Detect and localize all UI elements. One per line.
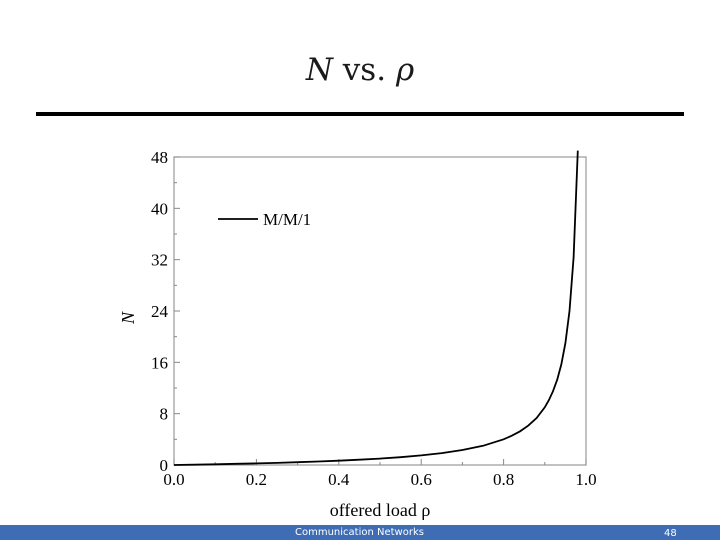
x-tick-label: 0.4 xyxy=(328,470,350,489)
legend-label-mm1: M/M/1 xyxy=(263,210,311,229)
x-axis-label: offered load ρ xyxy=(330,500,431,520)
y-tick-label: 40 xyxy=(151,199,168,218)
plot-frame xyxy=(173,156,587,466)
x-tick-label: 0.6 xyxy=(411,470,432,489)
y-tick-label: 32 xyxy=(151,251,168,270)
y-axis-label: N xyxy=(118,311,138,325)
footer-course-title: Communication Networks xyxy=(295,527,424,538)
slide-title: N vs. ρ xyxy=(0,50,720,90)
y-tick-label: 0 xyxy=(160,456,169,475)
page-number: 48 xyxy=(664,528,677,539)
y-tick-label: 48 xyxy=(151,148,168,167)
series-line-mm1 xyxy=(173,150,579,466)
title-vs: vs. xyxy=(342,52,387,88)
chart: 0.0 0.2 0.4 0.6 0.8 1.0 0 8 16 24 32 40 48 M/M/1 of… xyxy=(118,148,597,520)
x-tick-label: 0.0 xyxy=(163,470,184,489)
x-tick-label: 0.2 xyxy=(246,470,267,489)
y-tick-label: 8 xyxy=(160,405,169,424)
title-symbol-rho: ρ xyxy=(395,52,415,88)
y-tick-label: 16 xyxy=(151,353,168,372)
x-tick-label: 0.8 xyxy=(493,470,514,489)
y-tick-label: 24 xyxy=(151,302,169,321)
title-underline xyxy=(36,112,684,116)
x-tick-label: 1.0 xyxy=(575,470,596,489)
title-symbol-n: N xyxy=(305,52,333,88)
x-axis: 0.0 0.2 0.4 0.6 0.8 1.0 xyxy=(163,459,597,489)
y-axis: 0 8 16 24 32 40 48 xyxy=(151,148,180,475)
footer-bar: Communication Networks 48 xyxy=(0,525,720,540)
